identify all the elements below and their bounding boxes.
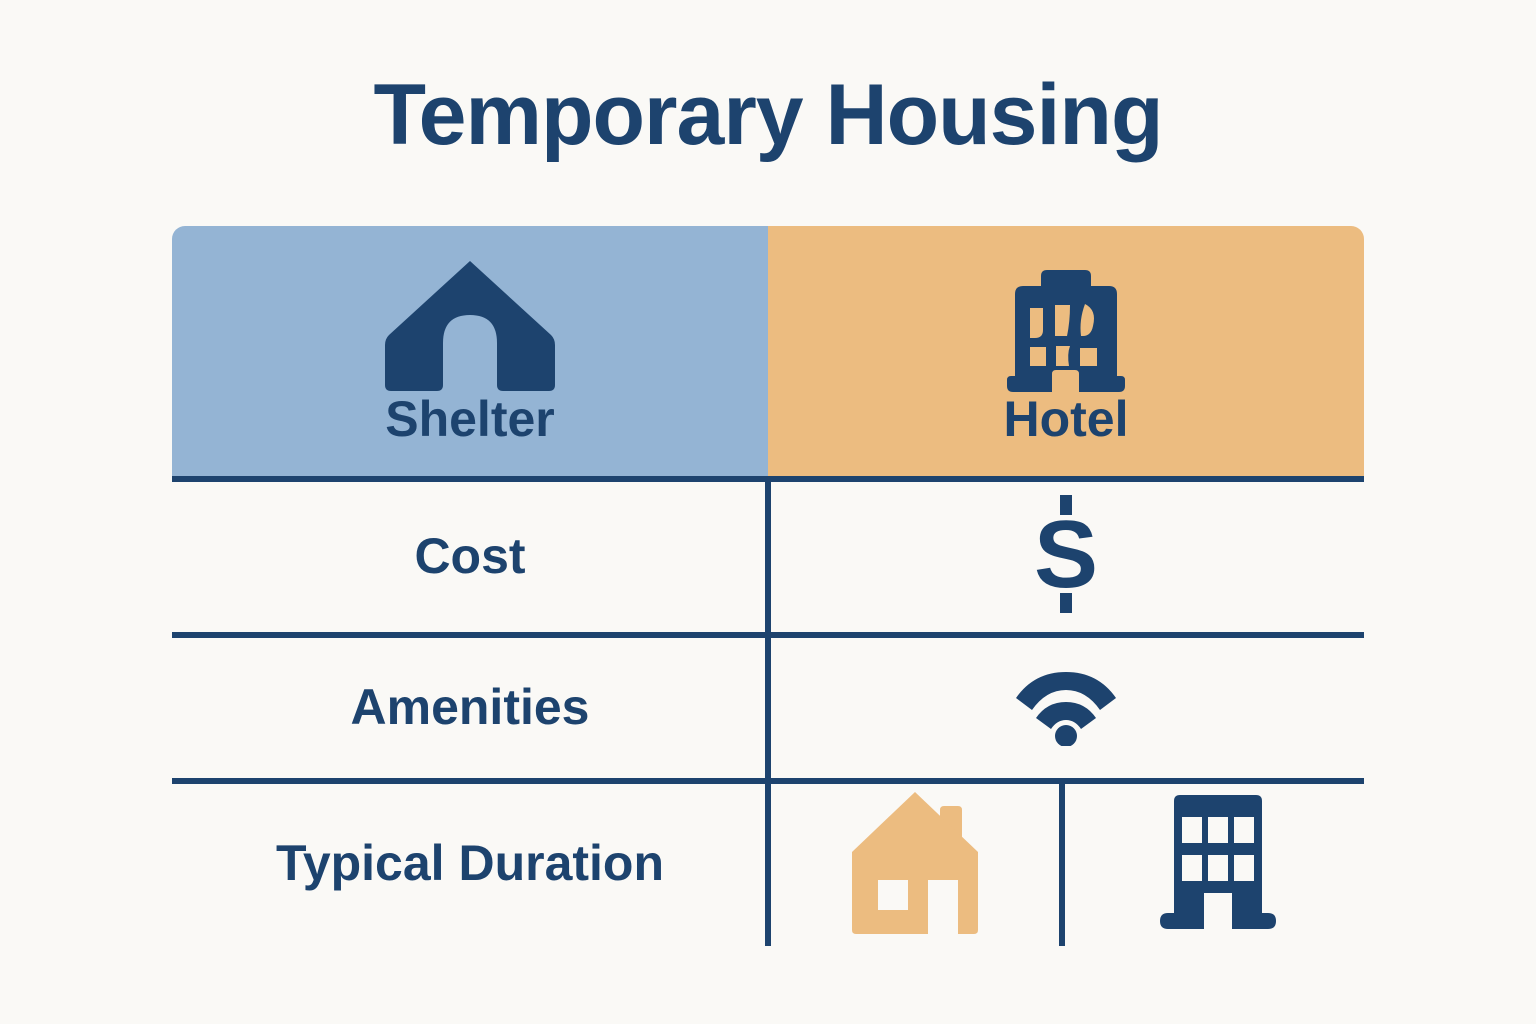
table-row-amenities: Amenities [172, 634, 1364, 780]
column-header-shelter-label: Shelter [385, 391, 555, 447]
table-row-typical-duration: Typical Duration [172, 780, 1364, 946]
column-header-shelter[interactable]: Shelter [172, 226, 768, 478]
dollar-sign-icon: S [1027, 494, 1105, 618]
wifi-icon [1014, 664, 1118, 751]
table-header-row: Shelter [172, 226, 1364, 478]
duration-cell-shelter [768, 780, 1066, 946]
row-value-amenities-hotel [768, 634, 1364, 780]
column-divider [765, 478, 771, 946]
row-value-typical-duration [768, 780, 1364, 946]
column-header-hotel-label: Hotel [1003, 391, 1129, 447]
column-header-hotel[interactable]: Hotel [768, 226, 1364, 478]
svg-text:S: S [1034, 501, 1098, 608]
row-label-amenities: Amenities [350, 679, 590, 735]
house-orange-icon [848, 788, 982, 939]
shelter-house-icon [385, 260, 555, 391]
duration-cell-hotel [1066, 780, 1364, 946]
row-label-cost: Cost [414, 528, 526, 584]
duration-inner-divider [1059, 784, 1065, 946]
apartment-building-navy-icon [1160, 793, 1276, 934]
comparison-table: Shelter [172, 226, 1364, 946]
hotel-building-icon [1007, 260, 1125, 392]
row-label-typical-duration: Typical Duration [275, 835, 664, 891]
row-value-cost-hotel: S [768, 478, 1364, 634]
page-title: Temporary Housing [373, 67, 1164, 163]
table-row-cost: Cost S [172, 478, 1364, 634]
